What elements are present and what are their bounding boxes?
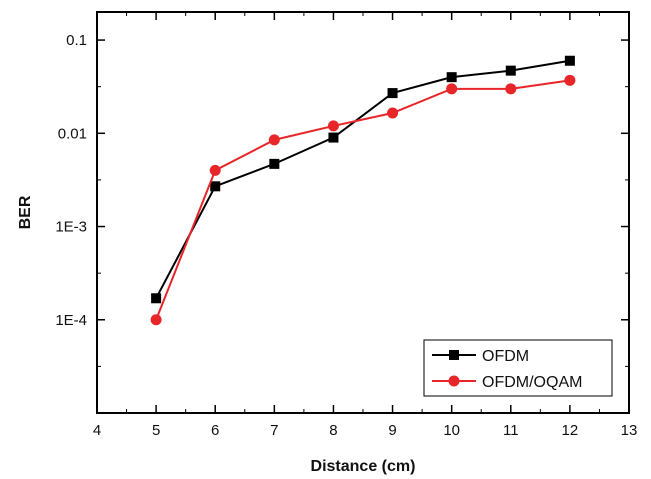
series-line — [155, 59, 571, 299]
data-point-square — [269, 158, 280, 169]
data-point-square — [564, 55, 575, 66]
y-tick-label: 1E-3 — [55, 219, 87, 236]
x-tick-label: 11 — [503, 422, 519, 439]
legend-item: OFDM/OQAM — [432, 374, 582, 391]
x-tick-label: 12 — [562, 422, 579, 439]
data-point-circle — [446, 83, 458, 95]
x-tick-label: 5 — [152, 422, 160, 439]
data-point-square — [151, 293, 162, 304]
legend-label: OFDM — [482, 348, 529, 365]
data-point-circle — [268, 134, 280, 146]
x-axis-title: Distance (cm) — [311, 458, 416, 475]
data-point-square — [328, 132, 339, 143]
x-tick-label: 4 — [93, 422, 101, 439]
x-tick-label: 9 — [388, 422, 396, 439]
legend-item: OFDM — [432, 348, 529, 365]
axes: 4 5 6 7 8 9 10 11 12 13 1E-4 1E-3 0.01 0.1 — [55, 11, 638, 439]
x-tick-label: 10 — [443, 422, 460, 439]
data-point-circle — [564, 74, 576, 86]
data-point-circle — [327, 120, 339, 132]
data-point-circle — [387, 107, 399, 119]
data-point-square — [210, 181, 221, 192]
data-point-circle — [448, 375, 460, 387]
x-tick-label: 7 — [270, 422, 278, 439]
y-tick-label: 0.01 — [58, 125, 87, 142]
x-tick-label: 8 — [329, 422, 337, 439]
legend: OFDM OFDM/OQAM — [423, 339, 613, 397]
legend-label: OFDM/OQAM — [482, 374, 582, 391]
series-layer — [150, 55, 576, 326]
x-tick-label: 6 — [211, 422, 219, 439]
y-tick-label: 1E-4 — [55, 312, 87, 329]
data-point-circle — [209, 164, 221, 176]
data-point-square — [446, 72, 457, 83]
series-ofdm-oqam — [150, 74, 576, 326]
data-point-circle — [505, 83, 517, 95]
data-point-square — [505, 65, 516, 76]
legend-box — [423, 339, 613, 397]
data-point-circle — [150, 314, 162, 326]
data-point-square — [449, 350, 459, 360]
series-line — [155, 79, 571, 321]
x-tick-label: 13 — [621, 422, 638, 439]
y-axis-title: BER — [17, 195, 34, 229]
y-tick-label: 0.1 — [66, 32, 87, 49]
data-point-square — [387, 88, 398, 99]
series-ofdm — [151, 55, 575, 304]
